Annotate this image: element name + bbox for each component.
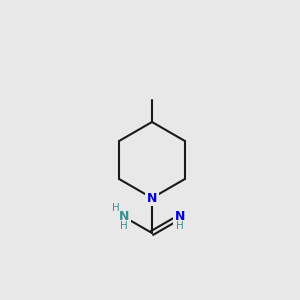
Text: H: H: [176, 221, 184, 231]
Text: H: H: [112, 203, 120, 213]
Text: H: H: [120, 221, 128, 231]
Text: N: N: [147, 191, 157, 205]
Text: N: N: [119, 211, 130, 224]
Text: N: N: [175, 211, 185, 224]
